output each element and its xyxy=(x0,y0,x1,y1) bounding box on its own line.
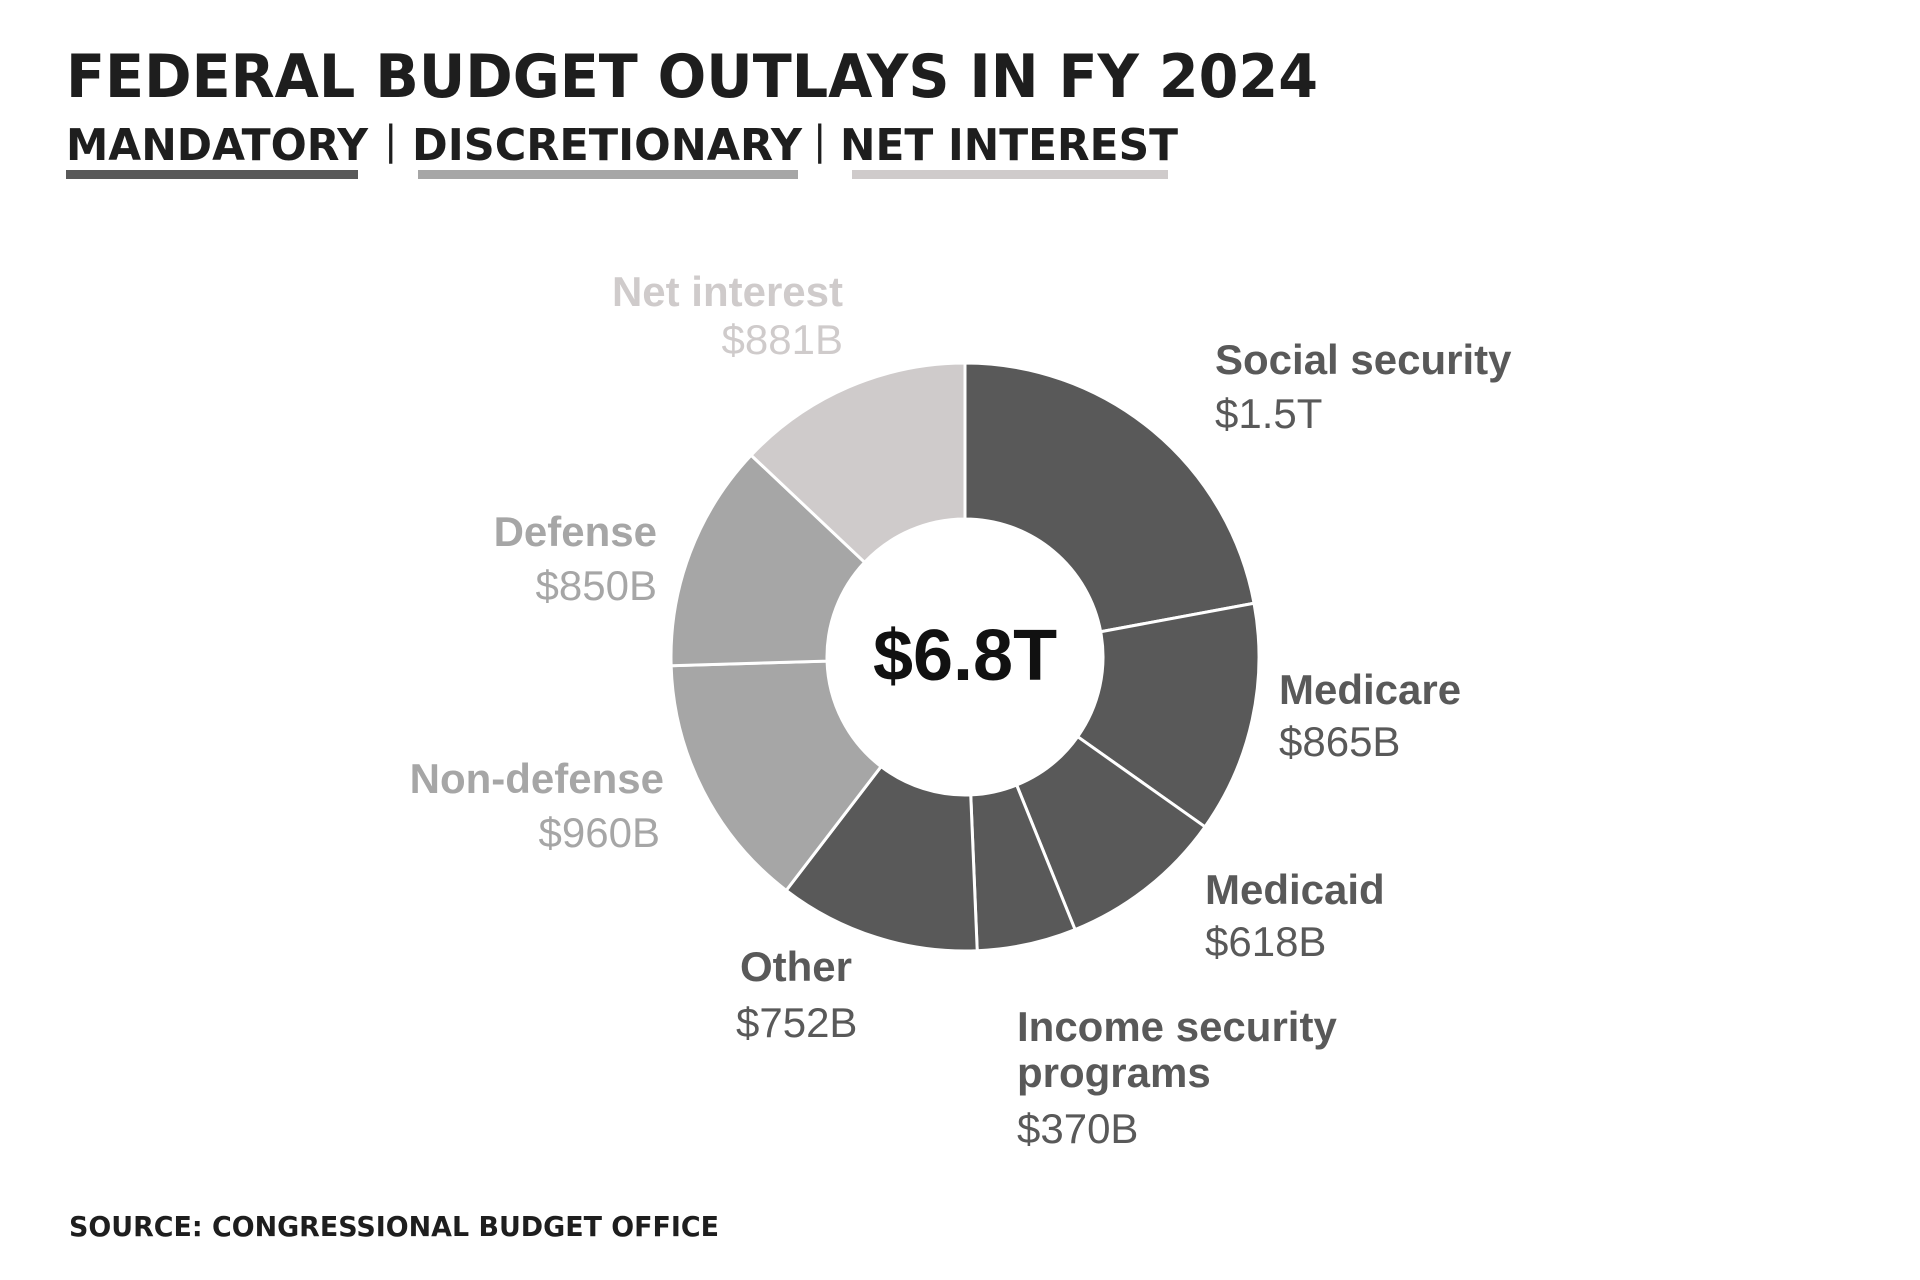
slice-social-security xyxy=(963,361,1256,634)
source-note: SOURCE: CONGRESSIONAL BUDGET OFFICE xyxy=(69,1210,719,1243)
slice-name-income-security-line2: programs xyxy=(1017,1049,1211,1096)
slice-name-other: Other xyxy=(740,943,852,990)
slice-name-non-defense: Non-defense xyxy=(410,755,664,802)
slice-medicare xyxy=(1075,601,1261,829)
slice-non-defense xyxy=(669,659,884,893)
slice-label-defense: Defense $850B xyxy=(494,508,657,609)
slice-other xyxy=(784,764,979,953)
slice-label-non-defense: Non-defense $960B xyxy=(410,755,664,856)
slice-label-medicaid: Medicaid $618B xyxy=(1205,866,1385,965)
slice-label-social-security: Social security $1.5T xyxy=(1215,336,1512,437)
chart-title: FEDERAL BUDGET OUTLAYS IN FY 2024 xyxy=(66,42,1318,112)
legend-separator-1: | xyxy=(384,118,397,164)
slice-name-social-security: Social security xyxy=(1215,336,1512,383)
slice-label-income-security: Income security programs $370B xyxy=(1017,1003,1337,1152)
legend-net-interest-label: NET INTEREST xyxy=(840,120,1178,171)
slice-name-medicare: Medicare xyxy=(1279,666,1461,713)
slice-value-other: $752B xyxy=(736,999,857,1046)
legend-mandatory-label: MANDATORY xyxy=(66,120,369,171)
slice-label-net-interest: Net interest $881B xyxy=(612,268,843,363)
legend-mandatory-underline xyxy=(66,170,358,179)
slice-name-medicaid: Medicaid xyxy=(1205,866,1385,913)
slice-value-medicaid: $618B xyxy=(1205,918,1326,965)
slice-value-income-security: $370B xyxy=(1017,1105,1138,1152)
slice-value-medicare: $865B xyxy=(1279,718,1400,765)
slice-defense xyxy=(669,453,867,668)
slice-value-defense: $850B xyxy=(536,562,657,609)
legend-discretionary-label: DISCRETIONARY xyxy=(412,120,803,171)
donut-slices xyxy=(669,361,1261,953)
slice-value-social-security: $1.5T xyxy=(1215,390,1322,437)
slice-net-interest xyxy=(749,361,967,565)
slice-label-other: Other $752B xyxy=(736,943,857,1046)
slice-label-medicare: Medicare $865B xyxy=(1279,666,1461,765)
legend-net-interest-underline xyxy=(852,170,1168,179)
slice-name-defense: Defense xyxy=(494,508,657,555)
slice-value-net-interest: $881B xyxy=(722,316,843,363)
slice-name-income-security-line1: Income security xyxy=(1017,1003,1337,1050)
slice-name-net-interest: Net interest xyxy=(612,268,843,315)
slice-value-non-defense: $960B xyxy=(539,809,660,856)
legend-separator-2: | xyxy=(813,118,826,164)
legend-discretionary-underline xyxy=(418,170,798,179)
center-total-label: $6.8T xyxy=(873,616,1057,696)
